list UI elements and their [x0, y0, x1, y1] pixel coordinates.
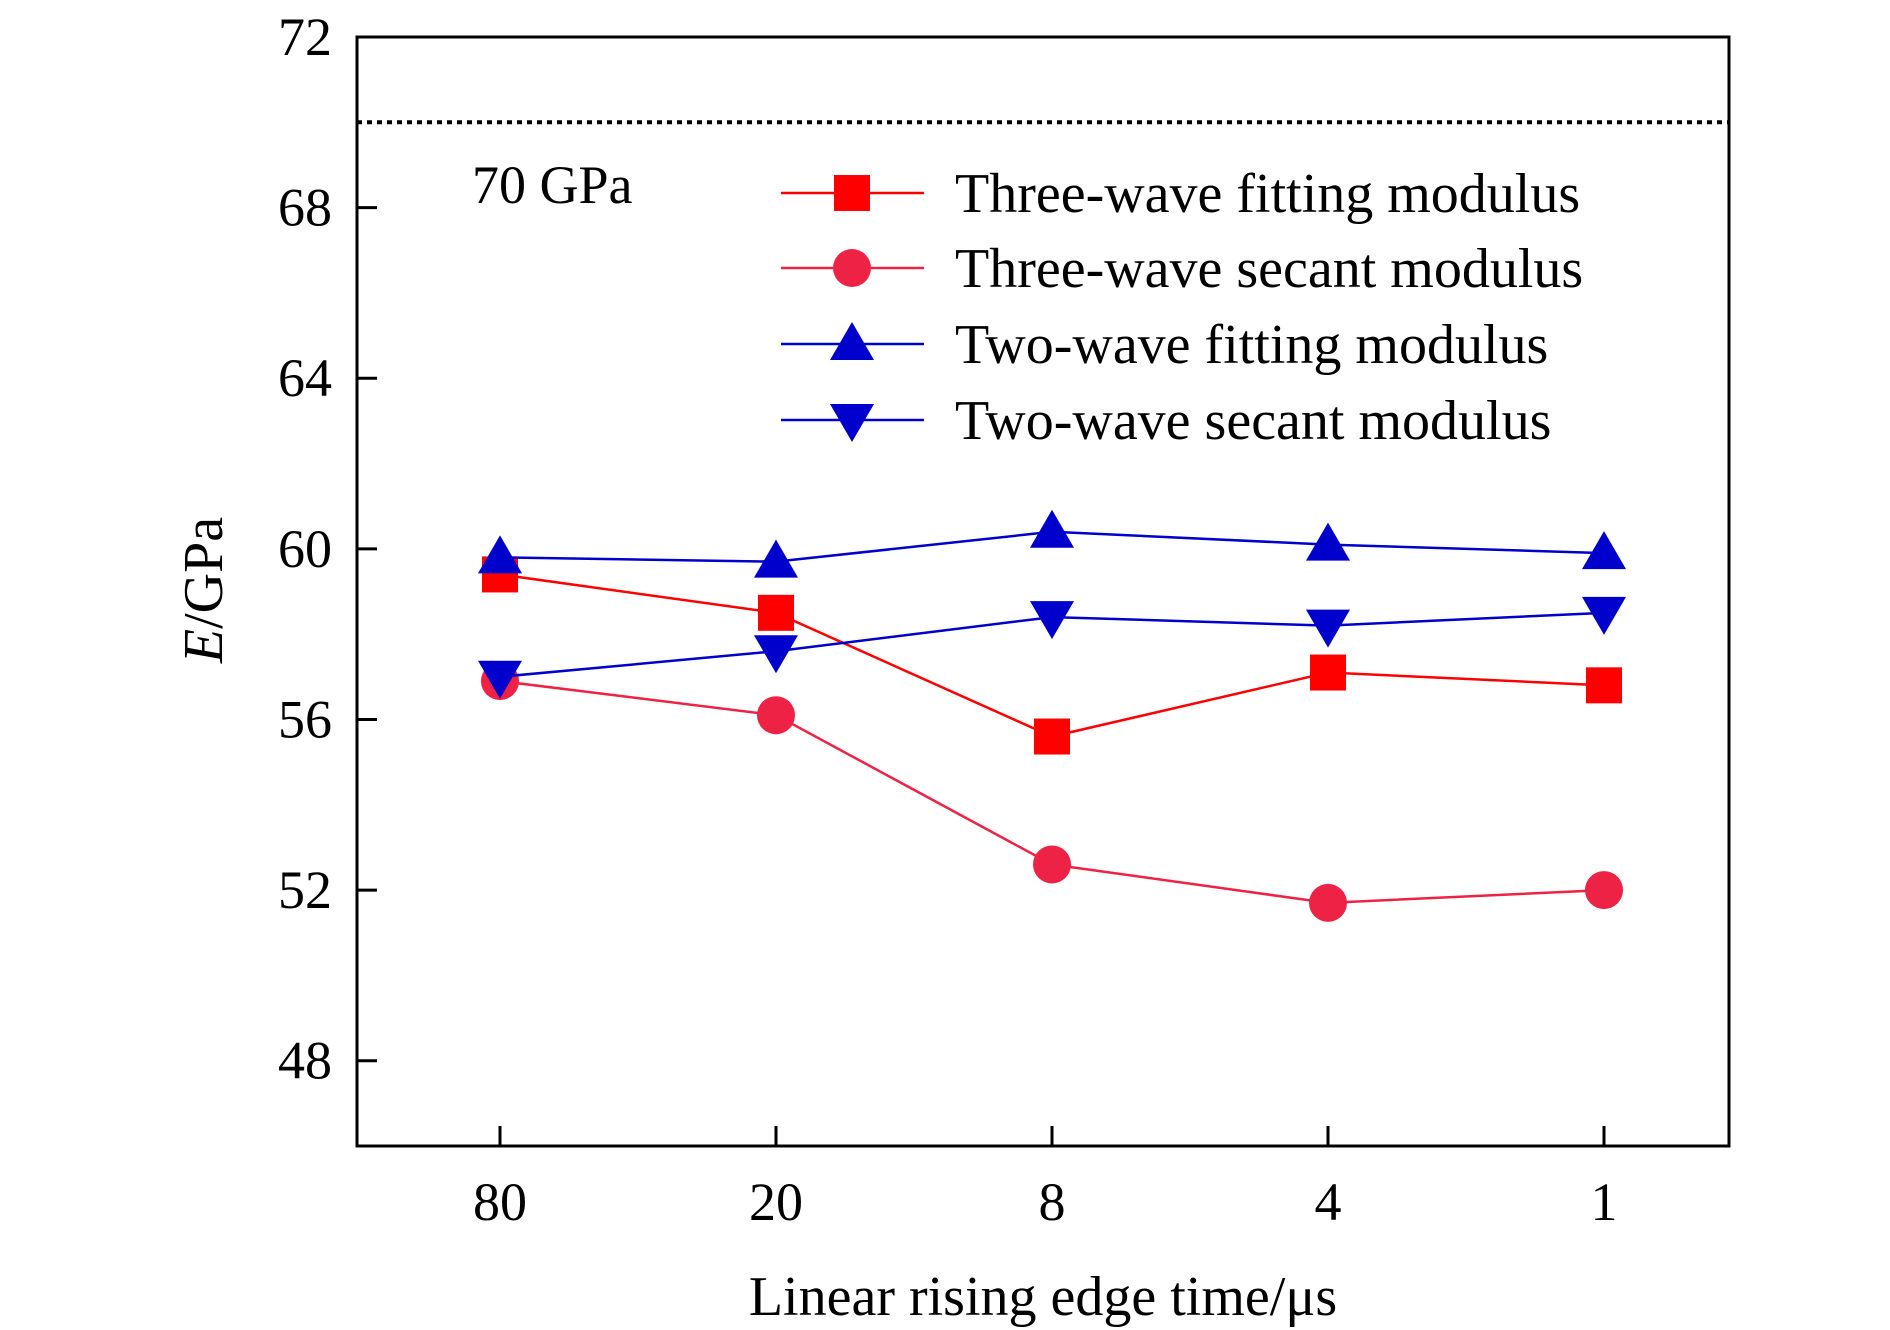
y-tick-label: 48 [278, 1031, 332, 1091]
y-tick-label: 56 [278, 689, 332, 749]
y-axis-title-symbol: E [173, 629, 235, 664]
y-tick-label: 60 [278, 519, 332, 579]
legend-label: Three-wave secant modulus [955, 238, 1583, 300]
y-axis-title-unit: /GPa [173, 517, 235, 629]
data-point [1033, 845, 1071, 884]
y-tick-label: 72 [278, 7, 332, 67]
data-point [1310, 654, 1346, 691]
y-axis-title: E/GPa [173, 517, 235, 664]
series-2 [481, 662, 1623, 922]
legend-item: Two-wave fitting modulus [781, 314, 1548, 376]
legend: Three-wave fitting modulus Three-wave sec… [781, 163, 1583, 452]
data-point [1585, 871, 1623, 910]
legend-item: Three-wave secant modulus [781, 238, 1583, 300]
x-tick-label: 8 [1039, 1172, 1066, 1232]
data-point [478, 660, 522, 699]
data-point [1582, 596, 1626, 635]
data-point [1586, 667, 1622, 704]
data-point [754, 539, 798, 578]
legend-item: Two-wave secant modulus [781, 390, 1551, 452]
x-tick-label: 1 [1591, 1172, 1618, 1232]
x-axis-title: Linear rising edge time/μs [749, 1266, 1337, 1328]
legend-label: Three-wave fitting modulus [955, 163, 1580, 225]
data-point [1306, 522, 1350, 561]
reference-line-label: 70 GPa [472, 155, 633, 215]
legend-label: Two-wave fitting modulus [955, 314, 1548, 376]
series-3 [478, 509, 1626, 578]
data-point [757, 696, 795, 735]
legend-item: Three-wave fitting modulus [781, 163, 1580, 225]
data-point [1582, 531, 1626, 570]
legend-label: Two-wave secant modulus [955, 390, 1551, 452]
legend-marker [830, 404, 874, 442]
series-line [499, 573, 1605, 738]
x-axis: 80 20 8 4 1 [473, 1126, 1618, 1232]
data-point [1309, 883, 1347, 922]
legend-marker [830, 322, 874, 360]
y-tick-label: 52 [278, 860, 332, 920]
series-4 [478, 596, 1626, 699]
data-point [758, 594, 794, 631]
legend-marker [833, 249, 871, 287]
data-point [1306, 609, 1350, 648]
data-point [754, 635, 798, 674]
data-point [1030, 509, 1074, 548]
x-tick-label: 4 [1315, 1172, 1342, 1232]
data-point [478, 535, 522, 574]
x-tick-label: 80 [473, 1172, 527, 1232]
legend-marker [834, 175, 870, 211]
data-point [1030, 601, 1074, 640]
x-tick-label: 20 [749, 1172, 803, 1232]
series-1 [482, 556, 1622, 755]
y-axis: 48 52 56 60 64 68 72 [278, 7, 377, 1091]
plot-frame [355, 35, 1731, 1148]
data-point [1034, 718, 1070, 755]
y-tick-label: 64 [278, 348, 332, 408]
y-tick-label: 68 [278, 178, 332, 238]
series-layer [478, 509, 1626, 922]
